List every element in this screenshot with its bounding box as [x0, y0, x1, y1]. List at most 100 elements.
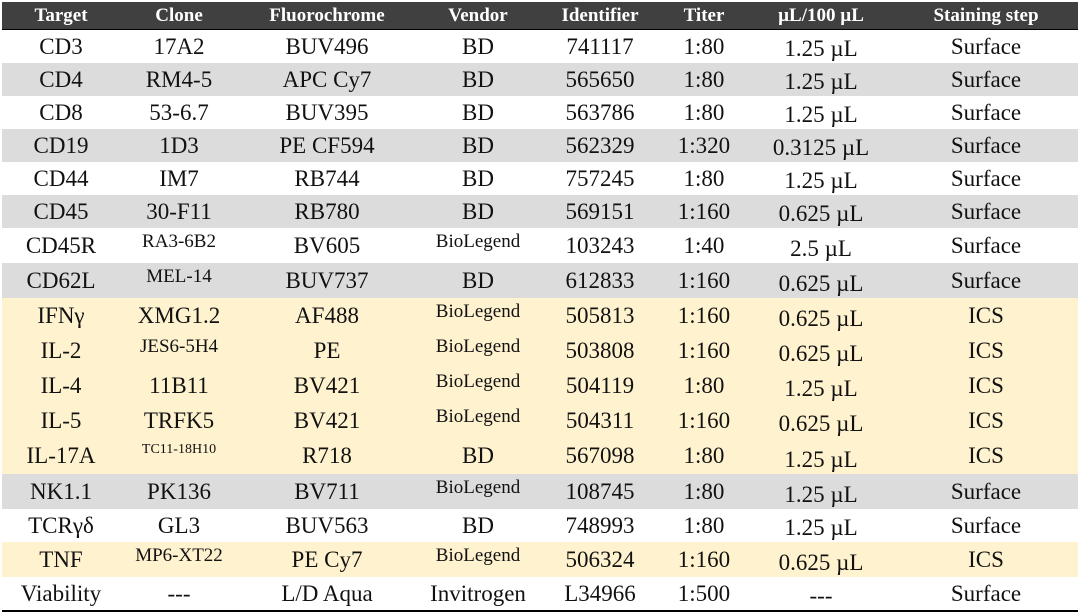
cell-titer: 1:80: [660, 162, 748, 195]
table-row: Viability --- L/D Aqua Invitrogen L34966 1:50…: [2, 577, 1078, 612]
cell-staining-step: Surface: [894, 228, 1078, 263]
cell-volume: 1.25 µL: [748, 162, 894, 195]
cell-vendor: BD: [416, 509, 540, 542]
table-row: TNF MP6-XT22 PE Cy7 BioLegend 506324 1:160 0.6…: [2, 542, 1078, 577]
cell-vendor: BioLegend: [416, 403, 540, 438]
cell-identifier: 757245: [540, 162, 660, 195]
column-header-fluorochrome: Fluorochrome: [238, 2, 416, 30]
cell-target: CD4: [2, 63, 120, 96]
cell-staining-step: Surface: [894, 96, 1078, 129]
cell-titer: 1:80: [660, 29, 748, 63]
cell-target: TNF: [2, 542, 120, 577]
cell-vendor: BioLegend: [416, 298, 540, 333]
column-header-titer: Titer: [660, 2, 748, 30]
cell-titer: 1:160: [660, 195, 748, 228]
cell-clone: ---: [120, 577, 238, 612]
cell-identifier: 504119: [540, 368, 660, 403]
table-row: CD62L MEL-14 BUV737 BD 612833 1:160 0.625 µL Su…: [2, 263, 1078, 298]
cell-identifier: 741117: [540, 29, 660, 63]
cell-volume: 1.25 µL: [748, 509, 894, 542]
cell-clone: 53-6.7: [120, 96, 238, 129]
table-row: TCRγδ GL3 BUV563 BD 748993 1:80 1.25 µL Surface: [2, 509, 1078, 542]
cell-volume: 0.625 µL: [748, 263, 894, 298]
table-body: CD3 17A2 BUV496 BD 741117 1:80 1.25 µL Surface C…: [2, 29, 1078, 612]
cell-target: CD45: [2, 195, 120, 228]
cell-staining-step: Surface: [894, 129, 1078, 162]
cell-vendor: BD: [416, 438, 540, 474]
cell-identifier: 506324: [540, 542, 660, 577]
cell-clone: RM4-5: [120, 63, 238, 96]
cell-vendor: Invitrogen: [416, 577, 540, 612]
cell-titer: 1:80: [660, 96, 748, 129]
cell-staining-step: ICS: [894, 333, 1078, 368]
cell-titer: 1:320: [660, 129, 748, 162]
cell-staining-step: Surface: [894, 509, 1078, 542]
cell-volume: 0.625 µL: [748, 298, 894, 333]
cell-fluorochrome: PE CF594: [238, 129, 416, 162]
cell-staining-step: ICS: [894, 298, 1078, 333]
cell-clone: MP6-XT22: [120, 542, 238, 577]
cell-identifier: 748993: [540, 509, 660, 542]
cell-target: IFNγ: [2, 298, 120, 333]
cell-staining-step: Surface: [894, 162, 1078, 195]
cell-fluorochrome: BV421: [238, 403, 416, 438]
cell-staining-step: Surface: [894, 195, 1078, 228]
cell-target: CD19: [2, 129, 120, 162]
cell-target: IL-4: [2, 368, 120, 403]
cell-identifier: 612833: [540, 263, 660, 298]
cell-staining-step: Surface: [894, 29, 1078, 63]
cell-clone: 30-F11: [120, 195, 238, 228]
column-header-clone: Clone: [120, 2, 238, 30]
cell-identifier: 504311: [540, 403, 660, 438]
cell-volume: 0.3125 µL: [748, 129, 894, 162]
cell-volume: 1.25 µL: [748, 63, 894, 96]
cell-titer: 1:80: [660, 438, 748, 474]
cell-vendor: BioLegend: [416, 333, 540, 368]
cell-target: CD45R: [2, 228, 120, 263]
cell-target: IL-5: [2, 403, 120, 438]
table-row: CD44 IM7 RB744 BD 757245 1:80 1.25 µL Surface: [2, 162, 1078, 195]
table-row: CD3 17A2 BUV496 BD 741117 1:80 1.25 µL Surface: [2, 29, 1078, 63]
cell-identifier: 569151: [540, 195, 660, 228]
cell-staining-step: ICS: [894, 542, 1078, 577]
table-row: CD45 30-F11 RB780 BD 569151 1:160 0.625 µL Surf…: [2, 195, 1078, 228]
cell-staining-step: Surface: [894, 577, 1078, 612]
table-row: CD19 1D3 PE CF594 BD 562329 1:320 0.3125 µL Sur…: [2, 129, 1078, 162]
cell-identifier: 562329: [540, 129, 660, 162]
cell-clone: 17A2: [120, 29, 238, 63]
table-row: NK1.1 PK136 BV711 BioLegend 108745 1:80 1.25 µ…: [2, 474, 1078, 509]
cell-vendor: BioLegend: [416, 542, 540, 577]
cell-fluorochrome: AF488: [238, 298, 416, 333]
cell-fluorochrome: BUV737: [238, 263, 416, 298]
cell-clone: JES6-5H4: [120, 333, 238, 368]
cell-titer: 1:80: [660, 368, 748, 403]
cell-fluorochrome: BV711: [238, 474, 416, 509]
column-header-staining-step: Staining step: [894, 2, 1078, 30]
cell-identifier: 503808: [540, 333, 660, 368]
cell-titer: 1:40: [660, 228, 748, 263]
cell-target: CD62L: [2, 263, 120, 298]
cell-clone: TRFK5: [120, 403, 238, 438]
cell-clone: XMG1.2: [120, 298, 238, 333]
cell-titer: 1:160: [660, 298, 748, 333]
cell-titer: 1:160: [660, 542, 748, 577]
cell-volume: 0.625 µL: [748, 195, 894, 228]
cell-target: CD44: [2, 162, 120, 195]
cell-volume: 1.25 µL: [748, 29, 894, 63]
cell-identifier: L34966: [540, 577, 660, 612]
cell-fluorochrome: L/D Aqua: [238, 577, 416, 612]
cell-volume: 0.625 µL: [748, 403, 894, 438]
cell-vendor: BD: [416, 195, 540, 228]
cell-staining-step: Surface: [894, 63, 1078, 96]
cell-titer: 1:80: [660, 509, 748, 542]
cell-identifier: 565650: [540, 63, 660, 96]
cell-fluorochrome: PE Cy7: [238, 542, 416, 577]
cell-identifier: 567098: [540, 438, 660, 474]
cell-target: IL-17A: [2, 438, 120, 474]
cell-vendor: BD: [416, 263, 540, 298]
cell-staining-step: ICS: [894, 403, 1078, 438]
cell-volume: ---: [748, 577, 894, 612]
cell-volume: 2.5 µL: [748, 228, 894, 263]
column-header-vendor: Vendor: [416, 2, 540, 30]
